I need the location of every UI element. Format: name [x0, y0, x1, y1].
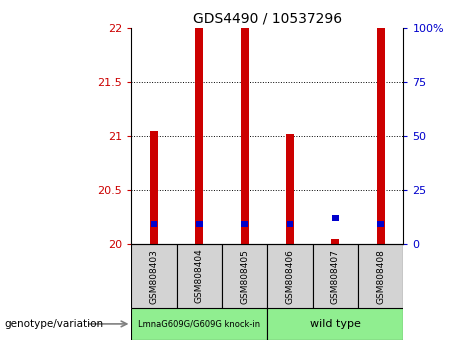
Bar: [222, 244, 267, 308]
Text: genotype/variation: genotype/variation: [5, 319, 104, 329]
Bar: [241, 221, 248, 227]
Bar: [332, 215, 339, 221]
Bar: [151, 221, 158, 227]
Text: GSM808408: GSM808408: [376, 249, 385, 304]
Bar: [358, 244, 403, 308]
Text: GSM808405: GSM808405: [240, 249, 249, 304]
Title: GDS4490 / 10537296: GDS4490 / 10537296: [193, 12, 342, 26]
Text: GSM808407: GSM808407: [331, 249, 340, 304]
Bar: [286, 134, 294, 244]
Bar: [150, 131, 158, 244]
Bar: [195, 28, 203, 244]
Bar: [241, 28, 249, 244]
Bar: [267, 308, 403, 340]
Bar: [331, 239, 339, 244]
Text: GSM808406: GSM808406: [285, 249, 295, 304]
Text: GSM808403: GSM808403: [149, 249, 159, 304]
Text: GSM808404: GSM808404: [195, 249, 204, 303]
Bar: [131, 308, 267, 340]
Bar: [267, 244, 313, 308]
Bar: [196, 221, 203, 227]
Bar: [287, 221, 294, 227]
Bar: [377, 221, 384, 227]
Bar: [177, 244, 222, 308]
Text: LmnaG609G/G609G knock-in: LmnaG609G/G609G knock-in: [138, 319, 260, 329]
Text: wild type: wild type: [310, 319, 361, 329]
Bar: [313, 244, 358, 308]
Bar: [377, 28, 385, 244]
Bar: [131, 244, 177, 308]
